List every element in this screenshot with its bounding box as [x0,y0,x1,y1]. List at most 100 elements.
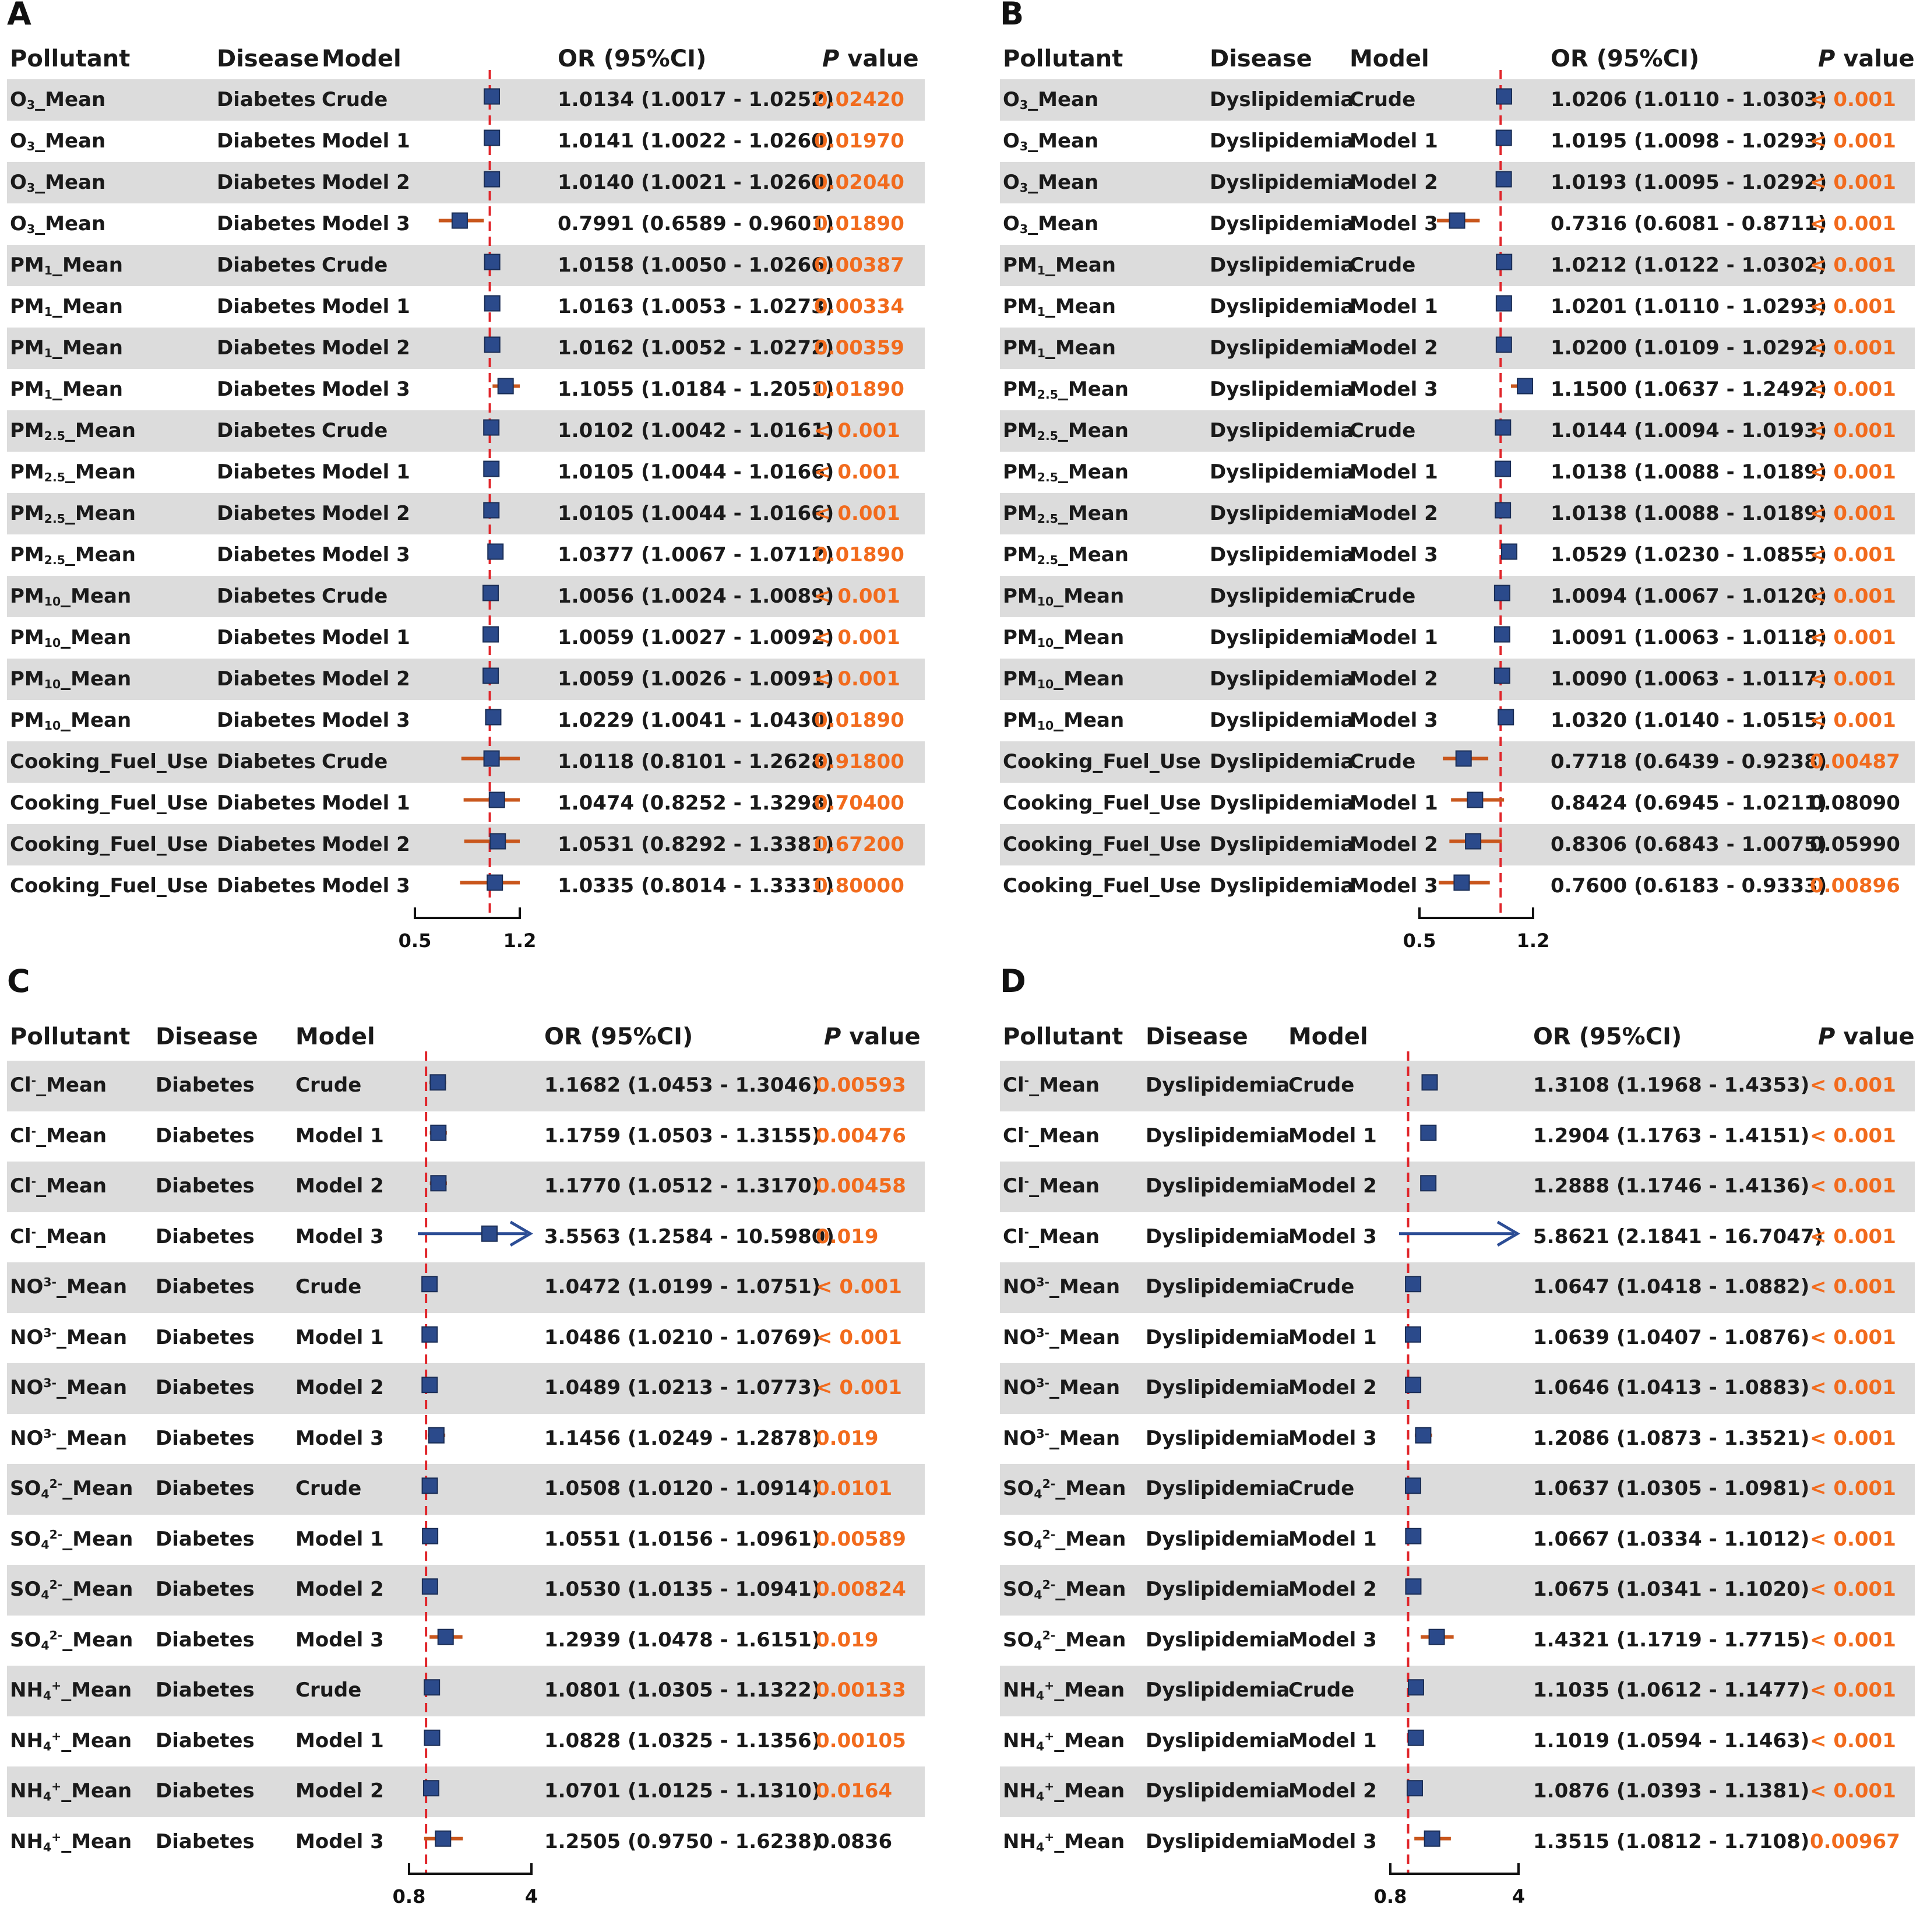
or-ci-cell: 1.0105 (1.0044 - 1.0166) [558,501,834,525]
model-cell: Crude [1288,1275,1355,1299]
disease-cell: Diabetes [156,1578,255,1602]
or-point [1405,1528,1422,1544]
forest-plot-area: 0.5 1.2 [399,70,536,952]
table-row: NO3-_Mean Diabetes Model 2 1.0489 (1.0213 -… [7,1363,925,1414]
table-row: PM10_Mean Dyslipidemia Model 1 1.0091 (1.00… [1000,617,1915,659]
p-value-cell: < 0.001 [1810,170,1896,194]
p-value-cell: < 0.001 [1810,1477,1896,1501]
or-point [430,1124,447,1141]
disease-cell: Dyslipidemia [1146,1628,1290,1652]
p-value-cell: < 0.001 [816,1325,902,1349]
disease-cell: Diabetes [217,418,316,442]
disease-cell: Dyslipidemia [1210,543,1354,566]
pollutant-cell: PM1_Mean [1003,336,1116,360]
or-point [1421,1074,1438,1091]
or-point [1496,88,1513,105]
p-value-cell: 0.00896 [1810,874,1900,898]
p-value-cell: < 0.001 [1810,1325,1896,1349]
header-or-ci: OR (95%CI) [558,45,707,72]
or-ci-cell: 1.0138 (1.0088 - 1.0189) [1551,460,1827,484]
disease-cell: Diabetes [156,1325,255,1349]
or-point [481,1225,498,1242]
pollutant-cell: PM10_Mean [1003,584,1125,608]
model-cell: Crude [322,584,388,608]
disease-cell: Dyslipidemia [1146,1074,1290,1097]
panel-label: C [7,963,30,1000]
model-cell: Model 3 [1350,543,1438,566]
disease-cell: Diabetes [217,253,316,277]
model-cell: Model 2 [1288,1174,1377,1198]
header-p-value: P value [1818,1023,1915,1050]
arrow-head [509,1220,533,1247]
table-row: PM2.5_Mean Dyslipidemia Crude 1.0144 (1.009… [1000,410,1915,452]
table-row: Cl-_Mean Diabetes Model 2 1.1770 (1.0512 - … [7,1162,925,1212]
table-row: Cl-_Mean Dyslipidemia Model 2 1.2888 (1.174… [1000,1162,1915,1212]
table-row: Cooking_Fuel_Use Diabetes Model 1 1.0474 (0… [7,783,925,824]
model-cell: Model 1 [295,1527,384,1551]
disease-cell: Diabetes [217,584,316,608]
header-or-ci: OR (95%CI) [1533,1023,1682,1050]
disease-cell: Diabetes [217,377,316,401]
or-ci-cell: 1.0195 (1.0098 - 1.0293) [1551,129,1827,153]
disease-cell: Diabetes [156,1174,255,1198]
pollutant-cell: PM1_Mean [10,253,124,277]
table-row: Cooking_Fuel_Use Dyslipidemia Model 2 0.830… [1000,824,1915,865]
table-row: Cl-_Mean Diabetes Crude 1.1682 (1.0453 - 1.… [7,1061,925,1111]
tick-label: 0.5 [399,930,432,952]
disease-cell: Dyslipidemia [1210,501,1354,525]
p-value-cell: 0.0164 [816,1779,893,1803]
p-value-cell: < 0.001 [1810,377,1896,401]
p-value-cell: 0.02420 [814,87,904,111]
or-point [483,419,500,436]
pollutant-cell: PM10_Mean [10,584,132,608]
p-value-cell: 0.00967 [1810,1829,1900,1853]
p-value-cell: < 0.001 [1810,460,1896,484]
or-ci-cell: 1.0701 (1.0125 - 1.1310) [544,1779,821,1803]
table-row: Cl-_Mean Diabetes Model 3 3.5563 (1.2584 - … [7,1212,925,1263]
p-value-cell: < 0.001 [1810,1124,1896,1148]
header-disease: Disease [1146,1023,1248,1050]
or-ci-cell: 1.0529 (1.0230 - 1.0855) [1551,543,1827,566]
table-row: PM1_Mean Dyslipidemia Model 2 1.0200 (1.010… [1000,328,1915,369]
or-point [482,667,499,684]
model-cell: Model 1 [1288,1729,1377,1752]
or-point [497,378,514,395]
pollutant-cell: NO3-_Mean [10,1275,128,1299]
p-value-cell: < 0.001 [814,460,900,484]
model-cell: Model 2 [295,1578,384,1602]
disease-cell: Diabetes [156,1779,255,1803]
pollutant-cell: NH4+_Mean [10,1678,132,1703]
or-point [1449,212,1465,229]
pollutant-cell: PM2.5_Mean [10,418,136,443]
disease-cell: Dyslipidemia [1146,1527,1290,1551]
or-ci-cell: 1.0144 (1.0094 - 1.0193) [1551,418,1827,442]
model-cell: Model 3 [295,1628,384,1652]
pollutant-cell: NO3-_Mean [10,1376,128,1400]
model-cell: Crude [1288,1477,1355,1501]
or-point [1453,874,1470,891]
or-ci-cell: 1.0801 (1.0305 - 1.1322) [544,1678,821,1702]
table-row: SO42-_Mean Dyslipidemia Model 3 1.4321 (1.1… [1000,1616,1915,1666]
p-value-cell: 0.019 [816,1224,879,1248]
or-point [485,709,502,726]
pollutant-cell: PM10_Mean [10,667,132,691]
or-ci-cell: 1.1035 (1.0612 - 1.1477) [1533,1678,1810,1702]
pollutant-cell: Cl-_Mean [1003,1174,1100,1198]
table-row: NH4+_Mean Dyslipidemia Model 1 1.1019 (1.05… [1000,1716,1915,1767]
tick-label: 0.8 [1374,1885,1407,1908]
or-ci-cell: 1.0508 (1.0120 - 1.0914) [544,1477,821,1501]
table-row: NO3-_Mean Diabetes Crude 1.0472 (1.0199 - 1… [7,1262,925,1313]
p-value-cell: < 0.001 [1810,1628,1896,1652]
model-cell: Model 1 [1350,294,1438,318]
or-ci-cell: 1.3108 (1.1968 - 1.4353) [1533,1074,1810,1097]
pollutant-cell: PM2.5_Mean [1003,501,1129,526]
or-ci-cell: 0.7991 (0.6589 - 0.9601) [558,212,834,235]
or-ci-cell: 1.0094 (1.0067 - 1.0120) [1551,584,1827,608]
or-point [1496,254,1513,270]
p-value-cell: 0.08090 [1810,791,1900,815]
p-value-cell: < 0.001 [814,625,900,649]
disease-cell: Dyslipidemia [1210,832,1354,856]
p-value-cell: 0.00476 [816,1124,906,1148]
or-point [1495,502,1512,519]
p-value-cell: < 0.001 [1810,87,1896,111]
